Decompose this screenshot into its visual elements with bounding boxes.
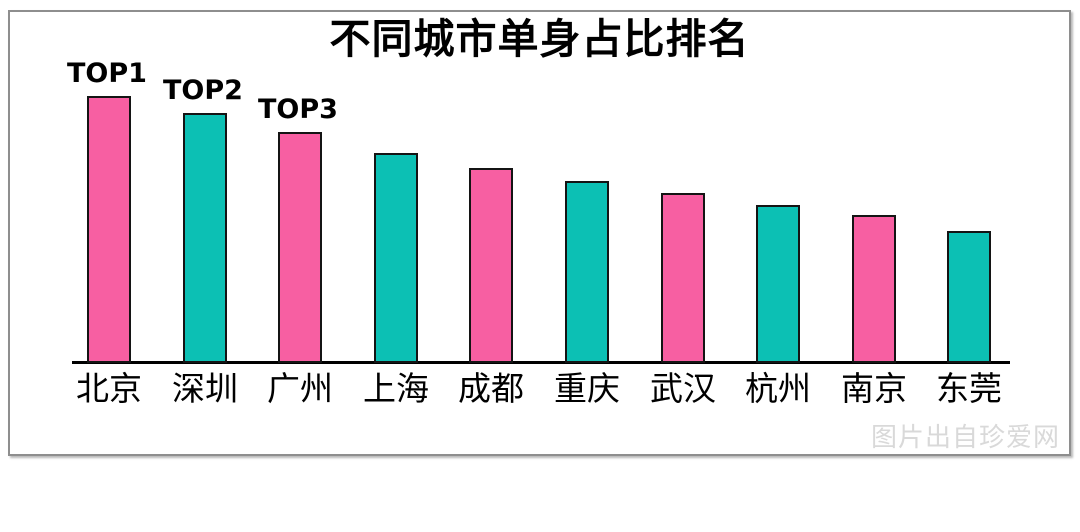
- bar-7: [661, 193, 705, 363]
- x-tick-label-1: 北京: [76, 369, 142, 408]
- x-tick-label-9: 南京: [841, 369, 907, 408]
- bar-6: [565, 181, 609, 363]
- x-tick-label-2: 深圳: [172, 369, 238, 408]
- x-tick-label-7: 武汉: [650, 369, 716, 408]
- x-tick-label-8: 杭州: [745, 369, 811, 408]
- watermark-text: 图片出自珍爱网: [870, 423, 1060, 453]
- bar-3: [278, 132, 322, 363]
- chart-title: 不同城市单身占比排名: [329, 15, 750, 63]
- bar-8: [756, 205, 800, 363]
- x-tick-label-10: 东莞: [936, 369, 1002, 408]
- rank-label-2: TOP2: [163, 75, 243, 106]
- rank-label-3: TOP3: [258, 94, 338, 125]
- x-axis-line: [72, 361, 1010, 364]
- x-tick-label-6: 重庆: [554, 369, 620, 408]
- rank-label-1: TOP1: [67, 58, 147, 89]
- x-tick-label-5: 成都: [458, 369, 524, 408]
- bar-4: [374, 153, 418, 363]
- bar-2: [183, 113, 227, 363]
- x-tick-label-4: 上海: [363, 369, 429, 408]
- bar-1: [87, 96, 131, 363]
- bar-5: [469, 168, 513, 363]
- bar-10: [947, 231, 991, 363]
- x-tick-label-3: 广州: [267, 369, 333, 408]
- bar-9: [852, 215, 896, 363]
